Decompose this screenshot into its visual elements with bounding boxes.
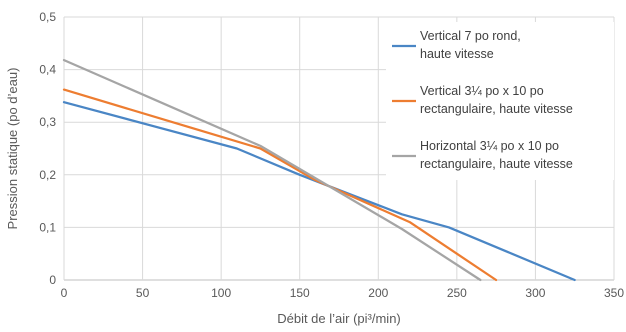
x-tick-label-0: 0 xyxy=(61,286,68,300)
x-tick-label-2: 100 xyxy=(211,286,231,300)
legend-label-1-0: Vertical 3¼ po x 10 po xyxy=(420,84,544,98)
series-line-2 xyxy=(62,58,482,282)
legend-background xyxy=(386,22,614,180)
y-tick-label-3: 0,3 xyxy=(39,115,56,129)
legend-label-0-1: haute vitesse xyxy=(420,47,494,61)
x-tick-label-1: 50 xyxy=(136,286,150,300)
series-line-1 xyxy=(62,88,498,282)
y-tick-label-1: 0,1 xyxy=(39,220,56,234)
series-line-0 xyxy=(62,101,576,282)
y-axis-title: Pression statique (po d’eau) xyxy=(5,68,20,230)
x-tick-label-6: 300 xyxy=(525,286,545,300)
y-tick-label-5: 0,5 xyxy=(39,10,56,24)
x-tick-label-7: 350 xyxy=(604,286,624,300)
x-tick-label-3: 150 xyxy=(290,286,310,300)
series-lines xyxy=(62,58,576,282)
legend-label-2-1: rectangulaire, haute vitesse xyxy=(420,157,573,171)
legend-label-1-1: rectangulaire, haute vitesse xyxy=(420,102,573,116)
y-tick-label-0: 0 xyxy=(49,273,56,287)
y-tick-label-4: 0,4 xyxy=(39,63,56,77)
x-tick-label-4: 200 xyxy=(368,286,388,300)
axes: 0 0,1 0,2 0,3 0,4 0,5 0 50 100 150 200 250 300 350 xyxy=(39,10,624,300)
y-tick-label-2: 0,2 xyxy=(39,168,56,182)
legend-label-0-0: Vertical 7 po rond, xyxy=(420,29,521,43)
legend: Vertical 7 po rond, haute vitesse Vertical… xyxy=(386,22,614,180)
x-tick-label-5: 250 xyxy=(447,286,467,300)
x-axis-title: Débit de l’air (pi³/min) xyxy=(277,311,401,326)
legend-label-2-0: Horizontal 3¼ po x 10 po xyxy=(420,139,559,153)
